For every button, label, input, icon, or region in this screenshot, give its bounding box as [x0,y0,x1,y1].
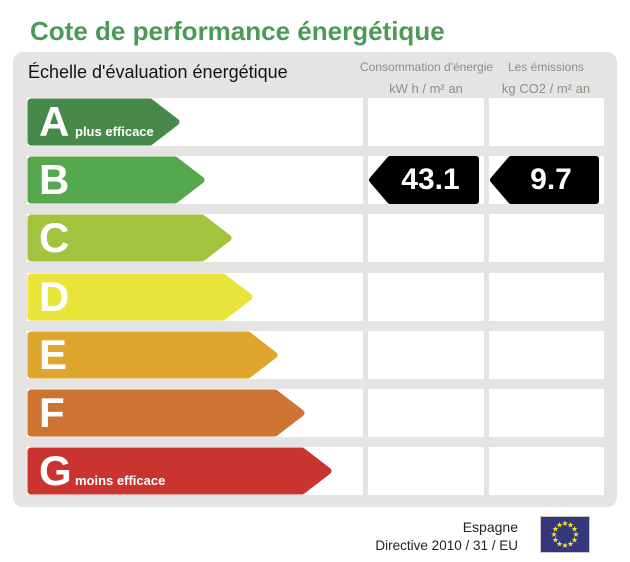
rating-bar-f [27,389,305,437]
rating-bar-c [27,214,232,262]
scale-heading: Échelle d'évaluation énergétique [28,62,288,82]
energy-value-cell [368,273,484,321]
rating-row: C [13,214,617,262]
rating-row: B 43.1 9.7 [13,156,617,204]
column-header-energy: Consommation d'énergie kW h / m² an [360,60,494,96]
rating-bar-a [27,98,180,146]
rating-bar-d [27,273,253,321]
emission-value-cell [489,389,604,437]
grade-letter: B [39,156,70,203]
country-label: Espagne [462,519,518,535]
emission-value-cell [489,447,604,495]
column-emissions-label: Les émissions [507,60,585,74]
badge-value: 43.1 [401,163,460,196]
grade-letter: G [39,447,72,494]
emission-value-cell [489,331,604,379]
emission-value-cell [489,273,604,321]
energy-value-cell [368,447,484,495]
emission-value-badge: 9.7 [489,156,599,204]
column-header-emissions: Les émissions kg CO2 / m² an [481,60,611,96]
directive-label: Directive 2010 / 31 / EU [375,538,518,553]
energy-value-cell [368,389,484,437]
eu-flag-icon [540,516,590,553]
rating-bar-b [27,156,205,204]
grade-letter: F [39,389,65,436]
efficiency-note: plus efficace [75,124,154,139]
grade-letter: A [39,98,70,145]
grade-letter: E [39,331,68,378]
column-energy-label: Consommation d'énergie [360,60,494,74]
grade-letter: D [39,273,70,320]
rating-row: E [13,331,617,379]
energy-value-cell [368,331,484,379]
energy-value-badge: 43.1 [368,156,479,204]
rating-row: F [13,389,617,437]
emission-value-cell [489,98,604,146]
column-energy-unit: kW h / m² an [389,81,463,96]
energy-value-cell [368,98,484,146]
rating-bar-e [27,331,278,379]
rating-bar-g [27,447,332,495]
rating-panel: Échelle d'évaluation énergétique Consomm… [13,52,617,507]
rating-row: D [13,273,617,321]
page-title: Cote de performance énergétique [30,16,445,46]
badge-value: 9.7 [530,163,572,196]
column-emissions-unit: kg CO2 / m² an [501,81,591,96]
efficiency-note: moins efficace [75,473,166,488]
emission-value-cell [489,214,604,262]
grade-letter: C [39,214,70,261]
energy-value-cell [368,214,484,262]
